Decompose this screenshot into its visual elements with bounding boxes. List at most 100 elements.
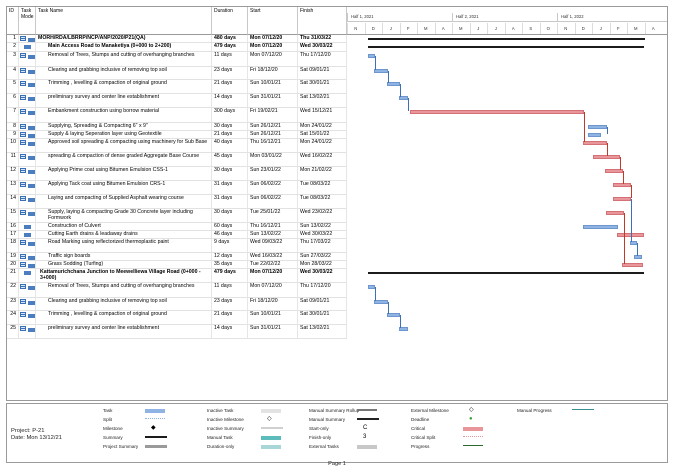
task-finish-cell[interactable]: Sat 13/02/21	[298, 94, 347, 107]
task-finish-cell[interactable]: Sat 09/01/21	[298, 298, 347, 310]
table-row[interactable]: 3 Removal of Trees, Stumps and cutting of…	[7, 52, 347, 67]
task-finish-cell[interactable]: Wed 30/03/22	[298, 231, 347, 238]
task-name-cell[interactable]: preliminary survey and center line estab…	[36, 94, 212, 107]
task-duration-cell[interactable]: 35 days	[212, 261, 248, 268]
table-row[interactable]: 11 spreading & compaction of dense graded…	[7, 153, 347, 167]
task-duration-cell[interactable]: 30 days	[212, 209, 248, 222]
notes-indicator-icon[interactable]	[19, 196, 27, 202]
notes-indicator-icon[interactable]	[19, 168, 27, 174]
column-header-id[interactable]: ID	[7, 7, 19, 35]
task-duration-cell[interactable]: 480 days	[212, 35, 248, 42]
gantt-task-bar[interactable]	[387, 82, 401, 86]
task-finish-cell[interactable]: Wed 30/03/22	[298, 43, 347, 51]
task-duration-cell[interactable]: 11 days	[212, 283, 248, 297]
task-name-cell[interactable]: Supplying, Spreading & Compacting 6" x 9…	[36, 123, 212, 130]
gantt-task-bar[interactable]	[630, 241, 637, 245]
column-header-duration[interactable]: Duration	[212, 7, 248, 35]
task-finish-cell[interactable]: Thu 17/03/22	[298, 239, 347, 252]
notes-indicator-icon[interactable]	[19, 68, 27, 74]
notes-indicator-icon[interactable]	[19, 154, 27, 160]
task-start-cell[interactable]: Mon 07/12/20	[248, 269, 298, 282]
gantt-task-bar[interactable]	[374, 300, 389, 304]
table-row[interactable]: 21 Kattamurichchana Junction to Meewellie…	[7, 269, 347, 283]
table-row[interactable]: 6 preliminary survey and center line esta…	[7, 94, 347, 108]
task-duration-cell[interactable]: 23 days	[212, 67, 248, 79]
gantt-critical-bar[interactable]	[582, 141, 607, 145]
table-row[interactable]: 5 Trimming , levelling & compaction of or…	[7, 80, 347, 94]
table-row[interactable]: 12 Applying Prime coat using Bitumen Emul…	[7, 167, 347, 181]
task-start-cell[interactable]: Tue 25/01/22	[248, 209, 298, 222]
gantt-task-bar[interactable]	[399, 327, 409, 331]
notes-indicator-icon[interactable]	[19, 132, 27, 138]
task-finish-cell[interactable]: Thu 17/12/20	[298, 283, 347, 297]
task-duration-cell[interactable]: 479 days	[212, 43, 248, 51]
task-name-cell[interactable]: Approved soil spreading & compacting usi…	[36, 139, 212, 152]
column-header-start[interactable]: Start	[248, 7, 298, 35]
gantt-task-bar[interactable]	[588, 133, 602, 137]
task-name-cell[interactable]: Construction of Culvert	[36, 223, 212, 230]
table-row[interactable]: 15 Supply, laying & compacting Grade 30 C…	[7, 209, 347, 223]
notes-indicator-icon[interactable]	[19, 95, 27, 101]
table-row[interactable]: 8 Supplying, Spreading & Compacting 6" x …	[7, 123, 347, 131]
notes-indicator-icon[interactable]	[19, 124, 27, 130]
task-finish-cell[interactable]: Thu 31/03/22	[298, 35, 347, 42]
table-row[interactable]: 9 Supply & laying Seperation layer using …	[7, 131, 347, 139]
task-start-cell[interactable]: Sun 26/12/21	[248, 123, 298, 130]
notes-indicator-icon[interactable]	[19, 299, 27, 305]
table-row[interactable]: 14 Laying and compacting of Supplied Asph…	[7, 195, 347, 209]
column-header-finish[interactable]: Finish	[298, 7, 347, 35]
notes-indicator-icon[interactable]	[19, 53, 27, 59]
gantt-critical-bar[interactable]	[612, 197, 632, 201]
gantt-task-bar[interactable]	[582, 225, 619, 229]
task-duration-cell[interactable]: 40 days	[212, 139, 248, 152]
table-row[interactable]: 23 Clearing and grabbing inclusive of rem…	[7, 298, 347, 311]
task-start-cell[interactable]: Sun 13/02/22	[248, 231, 298, 238]
task-duration-cell[interactable]: 23 days	[212, 298, 248, 310]
task-start-cell[interactable]: Fri 18/12/20	[248, 67, 298, 79]
gantt-critical-bar[interactable]	[616, 233, 644, 237]
gantt-critical-bar[interactable]	[621, 263, 643, 267]
gantt-task-bar[interactable]	[399, 96, 409, 100]
task-name-cell[interactable]: Applying Prime coat using Bitumen Emulsi…	[36, 167, 212, 180]
task-name-cell[interactable]: Applying Tack coat using Bitumen Emulsio…	[36, 181, 212, 194]
column-header-task-name[interactable]: Task Name	[36, 7, 212, 35]
gantt-critical-bar[interactable]	[605, 211, 624, 215]
task-name-cell[interactable]: Removal of Trees, Stumps and cutting of …	[36, 52, 212, 66]
task-finish-cell[interactable]: Sat 15/01/22	[298, 131, 347, 138]
table-row[interactable]: 13 Applying Tack coat using Bitumen Emuls…	[7, 181, 347, 195]
notes-indicator-icon[interactable]	[19, 262, 27, 268]
task-start-cell[interactable]: Thu 16/12/21	[248, 223, 298, 230]
table-row[interactable]: 17 Cutting Earth drains & leadaway drains…	[7, 231, 347, 239]
task-duration-cell[interactable]: 12 days	[212, 253, 248, 260]
table-row[interactable]: 20 Grass Sodding (Turfing) 35 days Tue 22/0…	[7, 261, 347, 269]
table-row[interactable]: 10 Approved soil spreading & compacting u…	[7, 139, 347, 153]
table-row[interactable]: 25 preliminary survey and center line est…	[7, 325, 347, 339]
task-name-cell[interactable]: Clearing and grabbing inclusive of remov…	[36, 67, 212, 79]
task-finish-cell[interactable]: Sat 13/02/21	[298, 325, 347, 338]
gantt-summary-bar[interactable]	[367, 38, 645, 40]
task-start-cell[interactable]: Sun 10/01/21	[248, 311, 298, 324]
task-finish-cell[interactable]: Sat 30/01/21	[298, 80, 347, 93]
task-finish-cell[interactable]: Mon 21/02/22	[298, 167, 347, 180]
table-row[interactable]: 16 Construction of Culvert 60 days Thu 16/1…	[7, 223, 347, 231]
table-row[interactable]: 7 Embankment construction using borrow ma…	[7, 108, 347, 123]
task-name-cell[interactable]: Trimming , levelling & compaction of ori…	[36, 80, 212, 93]
task-finish-cell[interactable]: Sat 30/01/21	[298, 311, 347, 324]
notes-indicator-icon[interactable]	[19, 210, 27, 216]
task-name-cell[interactable]: spreading & compaction of dense graded A…	[36, 153, 212, 166]
column-header-task-mode[interactable]: Task Mode	[19, 7, 36, 35]
task-duration-cell[interactable]: 479 days	[212, 269, 248, 282]
task-duration-cell[interactable]: 21 days	[212, 80, 248, 93]
task-start-cell[interactable]: Fri 18/12/20	[248, 298, 298, 310]
task-finish-cell[interactable]: Thu 17/12/20	[298, 52, 347, 66]
task-start-cell[interactable]: Sun 06/02/22	[248, 181, 298, 194]
task-start-cell[interactable]: Mon 03/01/22	[248, 153, 298, 166]
task-finish-cell[interactable]: Sun 13/02/22	[298, 223, 347, 230]
task-start-cell[interactable]: Mon 07/12/20	[248, 283, 298, 297]
task-finish-cell[interactable]: Tue 08/03/22	[298, 195, 347, 208]
task-finish-cell[interactable]: Wed 16/02/22	[298, 153, 347, 166]
gantt-task-bar[interactable]	[634, 255, 643, 259]
gantt-summary-bar[interactable]	[367, 46, 644, 48]
task-duration-cell[interactable]: 31 days	[212, 195, 248, 208]
task-start-cell[interactable]: Mon 07/12/20	[248, 35, 298, 42]
